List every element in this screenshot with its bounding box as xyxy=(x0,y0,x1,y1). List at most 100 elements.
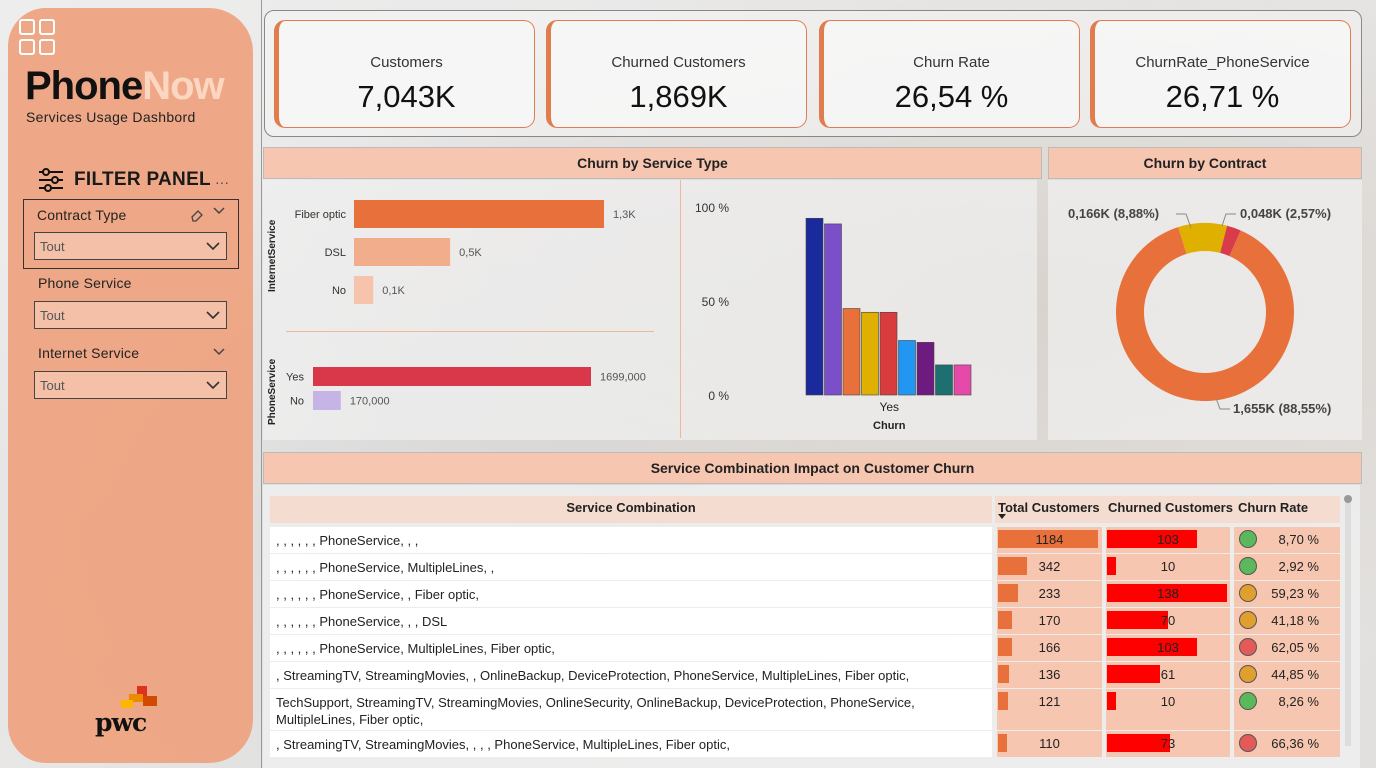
cell-service-combination: , , , , , , PhoneService, , , xyxy=(270,527,992,553)
y-tick-label: 50 % xyxy=(702,295,730,309)
cell-text: TechSupport, StreamingTV, StreamingMovie… xyxy=(276,695,915,727)
y-tick-label: 0 % xyxy=(708,389,729,403)
cell-total-customers: 233 xyxy=(997,581,1102,607)
total-databar xyxy=(998,665,1010,683)
category-label: Fiber optic xyxy=(295,209,347,221)
column-bar[interactable] xyxy=(824,223,842,396)
donut-slice[interactable] xyxy=(1220,225,1241,257)
cell-churned-customers: 103 xyxy=(1106,635,1230,661)
column-bar[interactable] xyxy=(805,217,824,396)
internet-service-select[interactable]: Tout xyxy=(34,371,227,399)
phone-service-select[interactable]: Tout xyxy=(34,301,227,329)
kpi-title: Churned Customers xyxy=(611,54,746,71)
chevron-down-icon[interactable] xyxy=(213,348,225,356)
col-header-churn-rate[interactable]: Churn Rate xyxy=(1238,500,1309,515)
data-label: 0,5K xyxy=(459,247,482,259)
col-header-churned-customers[interactable]: Churned Customers xyxy=(1108,500,1233,515)
cell-text: , , , , , , PhoneService, MultipleLines,… xyxy=(276,560,495,575)
cell-churn-rate: 44,85 % xyxy=(1234,662,1340,688)
more-options-icon[interactable]: ··· xyxy=(215,174,229,190)
cell-churned-customers: 103 xyxy=(1106,527,1230,553)
table-row[interactable]: , , , , , , PhoneService, MultipleLines,… xyxy=(270,554,1340,580)
donut-slice[interactable] xyxy=(1116,227,1294,401)
column-bar[interactable] xyxy=(842,308,861,396)
table-row[interactable]: TechSupport, StreamingTV, StreamingMovie… xyxy=(270,689,1340,730)
cell-churned-customers: 10 xyxy=(1106,554,1230,580)
total-databar xyxy=(998,638,1013,656)
column-bar[interactable] xyxy=(953,364,972,396)
cell-total-customers: 170 xyxy=(997,608,1102,634)
x-axis-title: Churn xyxy=(873,420,906,432)
x-tick-label: Yes xyxy=(879,400,899,414)
cell-total-customers: 136 xyxy=(997,662,1102,688)
cell-value: 62,05 % xyxy=(1271,640,1319,655)
churn-column-chart: 100 % 50 % 0 % Yes Churn xyxy=(695,201,972,432)
cell-service-combination: , , , , , , PhoneService, MultipleLines,… xyxy=(270,635,992,661)
panel-title-service-type: Churn by Service Type xyxy=(263,147,1042,179)
chevron-down-icon[interactable] xyxy=(213,207,225,215)
churned-databar xyxy=(1107,734,1171,752)
bar[interactable] xyxy=(313,391,341,410)
table-row[interactable]: , , , , , , PhoneService, , , 1184 103 8,70… xyxy=(270,527,1340,553)
slice-label: 0,048K (2,57%) xyxy=(1240,206,1331,221)
group-split xyxy=(286,331,654,332)
status-indicator-icon xyxy=(1239,665,1257,683)
column-bar[interactable] xyxy=(879,311,898,396)
cell-value: 10 xyxy=(1160,694,1176,709)
cell-value: 8,26 % xyxy=(1278,694,1319,709)
slice-label: 1,655K (88,55%) xyxy=(1233,401,1331,416)
bar[interactable] xyxy=(354,238,451,266)
table-row[interactable]: , StreamingTV, StreamingMovies, , , , Ph… xyxy=(270,731,1340,757)
column-bar[interactable] xyxy=(935,364,953,396)
bar[interactable] xyxy=(354,276,374,304)
eraser-icon[interactable] xyxy=(190,208,204,222)
bar[interactable] xyxy=(354,200,604,228)
churned-databar xyxy=(1107,665,1161,683)
table-scroll-track[interactable] xyxy=(1345,496,1351,746)
status-indicator-icon xyxy=(1239,692,1257,710)
kpi-card-churnrate-phoneservice[interactable]: ChurnRate_PhoneService 26,71 % xyxy=(1090,20,1351,128)
cell-text: , StreamingTV, StreamingMovies, , Online… xyxy=(276,668,910,683)
churned-databar xyxy=(1107,611,1168,629)
cell-churn-rate: 8,70 % xyxy=(1234,527,1340,553)
cell-total-customers: 166 xyxy=(997,635,1102,661)
cell-value: 59,23 % xyxy=(1271,586,1319,601)
contract-type-select[interactable]: Tout xyxy=(34,232,227,260)
churned-databar xyxy=(1107,557,1116,575)
table-row[interactable]: , , , , , , PhoneService, , , DSL 170 70 41… xyxy=(270,608,1340,634)
filter-focus-frame xyxy=(23,199,239,269)
table-row[interactable]: , , , , , , PhoneService, MultipleLines,… xyxy=(270,635,1340,661)
phone-service-value: Tout xyxy=(40,308,65,323)
status-indicator-icon xyxy=(1239,638,1257,656)
filter-label-phone-service: Phone Service xyxy=(38,275,132,291)
cell-value: 2,92 % xyxy=(1278,559,1319,574)
donut-slice[interactable] xyxy=(1178,223,1228,254)
category-label: DSL xyxy=(325,247,346,259)
bar[interactable] xyxy=(313,367,591,386)
cell-churn-rate: 59,23 % xyxy=(1234,581,1340,607)
kpi-card-customers[interactable]: Customers 7,043K xyxy=(274,20,535,128)
kpi-card-churned-customers[interactable]: Churned Customers 1,869K xyxy=(546,20,807,128)
sidebar-divider xyxy=(261,0,262,768)
cell-value: 73 xyxy=(1160,736,1176,751)
cell-service-combination: , , , , , , PhoneService, , Fiber optic, xyxy=(270,581,992,607)
sort-desc-icon[interactable] xyxy=(998,514,1006,520)
cell-service-combination: , StreamingTV, StreamingMovies, , , , Ph… xyxy=(270,731,992,757)
cell-text: , , , , , , PhoneService, MultipleLines,… xyxy=(276,641,555,656)
col-header-total-customers[interactable]: Total Customers xyxy=(998,500,1100,515)
column-bar[interactable] xyxy=(916,342,935,396)
column-bar[interactable] xyxy=(861,311,879,396)
status-indicator-icon xyxy=(1239,734,1257,752)
total-databar xyxy=(998,584,1018,602)
kpi-card-churn-rate[interactable]: Churn Rate 26,54 % xyxy=(819,20,1080,128)
table-row[interactable]: , , , , , , PhoneService, , Fiber optic,… xyxy=(270,581,1340,607)
kpi-title: ChurnRate_PhoneService xyxy=(1135,54,1310,71)
cell-value: 170 xyxy=(1038,613,1061,628)
app-grid-icon xyxy=(19,19,57,57)
column-bar[interactable] xyxy=(898,340,916,396)
cell-value: 166 xyxy=(1038,640,1061,655)
panel-split xyxy=(680,180,681,438)
table-scrollbar[interactable] xyxy=(1344,495,1352,503)
col-header-service-combination[interactable]: Service Combination xyxy=(566,500,696,515)
table-row[interactable]: , StreamingTV, StreamingMovies, , Online… xyxy=(270,662,1340,688)
